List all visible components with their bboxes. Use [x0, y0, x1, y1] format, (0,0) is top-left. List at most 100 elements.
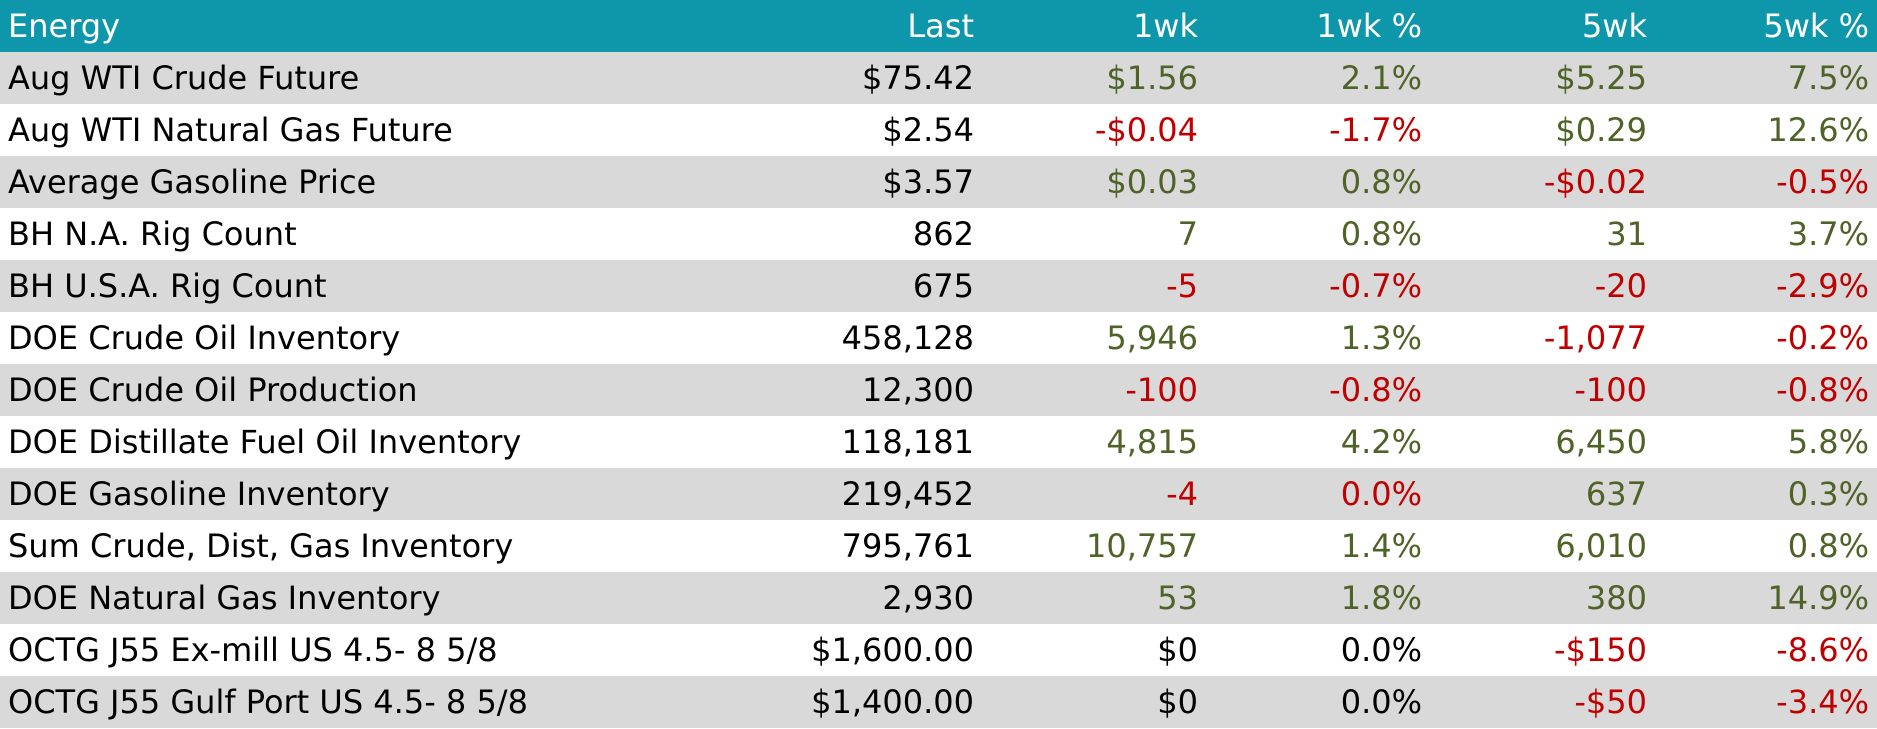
cell-5wk-pct: -8.6% — [1655, 624, 1877, 676]
cell-5wk-pct: 12.6% — [1655, 104, 1877, 156]
table-row: Aug WTI Natural Gas Future $2.54 -$0.04 -1.… — [0, 104, 1877, 156]
cell-name: BH N.A. Rig Count — [0, 208, 760, 260]
cell-5wk: -$50 — [1430, 676, 1655, 728]
cell-last: 675 — [760, 260, 982, 312]
cell-name: Average Gasoline Price — [0, 156, 760, 208]
table-body: Aug WTI Crude Future $75.42 $1.56 2.1% $5.25… — [0, 52, 1877, 728]
cell-1wk: 5,946 — [982, 312, 1206, 364]
column-header-energy: Energy — [0, 0, 760, 52]
column-header-last: Last — [760, 0, 982, 52]
cell-name: DOE Crude Oil Inventory — [0, 312, 760, 364]
cell-name: Sum Crude, Dist, Gas Inventory — [0, 520, 760, 572]
cell-5wk: -$0.02 — [1430, 156, 1655, 208]
cell-last: 2,930 — [760, 572, 982, 624]
cell-1wk: -4 — [982, 468, 1206, 520]
column-header-5wk: 5wk — [1430, 0, 1655, 52]
cell-1wk: $1.56 — [982, 52, 1206, 104]
table-row: DOE Crude Oil Inventory 458,128 5,946 1.3% -… — [0, 312, 1877, 364]
cell-1wk: -100 — [982, 364, 1206, 416]
cell-5wk-pct: -0.8% — [1655, 364, 1877, 416]
cell-1wk: $0 — [982, 676, 1206, 728]
cell-1wk: 4,815 — [982, 416, 1206, 468]
cell-1wk: $0 — [982, 624, 1206, 676]
table-row: DOE Crude Oil Production 12,300 -100 -0.8% -… — [0, 364, 1877, 416]
column-header-1wk: 1wk — [982, 0, 1206, 52]
header-row: Energy Last 1wk 1wk % 5wk 5wk % — [0, 0, 1877, 52]
cell-last: $75.42 — [760, 52, 982, 104]
table-row: DOE Distillate Fuel Oil Inventory 118,181… — [0, 416, 1877, 468]
cell-5wk: $0.29 — [1430, 104, 1655, 156]
table-row: Average Gasoline Price $3.57 $0.03 0.8% -$0.… — [0, 156, 1877, 208]
cell-1wk-pct: 1.8% — [1206, 572, 1430, 624]
table-row: Sum Crude, Dist, Gas Inventory 795,761 10,… — [0, 520, 1877, 572]
cell-1wk: 53 — [982, 572, 1206, 624]
column-header-5wk-pct: 5wk % — [1655, 0, 1877, 52]
cell-1wk-pct: 4.2% — [1206, 416, 1430, 468]
cell-last: 795,761 — [760, 520, 982, 572]
cell-1wk: 7 — [982, 208, 1206, 260]
cell-1wk: -5 — [982, 260, 1206, 312]
cell-1wk-pct: -1.7% — [1206, 104, 1430, 156]
cell-name: DOE Distillate Fuel Oil Inventory — [0, 416, 760, 468]
cell-name: DOE Crude Oil Production — [0, 364, 760, 416]
cell-name: Aug WTI Natural Gas Future — [0, 104, 760, 156]
cell-1wk: 10,757 — [982, 520, 1206, 572]
cell-5wk-pct: 0.3% — [1655, 468, 1877, 520]
cell-name: OCTG J55 Ex-mill US 4.5- 8 5/8 — [0, 624, 760, 676]
cell-5wk-pct: -0.2% — [1655, 312, 1877, 364]
cell-1wk-pct: 1.3% — [1206, 312, 1430, 364]
cell-5wk: 6,450 — [1430, 416, 1655, 468]
cell-5wk-pct: -0.5% — [1655, 156, 1877, 208]
table-row: BH U.S.A. Rig Count 675 -5 -0.7% -20 -2.9% — [0, 260, 1877, 312]
cell-1wk-pct: 0.0% — [1206, 676, 1430, 728]
cell-5wk-pct: 7.5% — [1655, 52, 1877, 104]
cell-last: $1,600.00 — [760, 624, 982, 676]
cell-5wk: 6,010 — [1430, 520, 1655, 572]
cell-5wk-pct: 0.8% — [1655, 520, 1877, 572]
table-row: DOE Natural Gas Inventory 2,930 53 1.8% 380 1… — [0, 572, 1877, 624]
table-row: OCTG J55 Ex-mill US 4.5- 8 5/8 $1,600.00 $… — [0, 624, 1877, 676]
cell-1wk: -$0.04 — [982, 104, 1206, 156]
table-row: BH N.A. Rig Count 862 7 0.8% 31 3.7% — [0, 208, 1877, 260]
cell-last: 219,452 — [760, 468, 982, 520]
cell-5wk-pct: -2.9% — [1655, 260, 1877, 312]
cell-1wk-pct: 2.1% — [1206, 52, 1430, 104]
cell-1wk-pct: 0.0% — [1206, 624, 1430, 676]
table-row: OCTG J55 Gulf Port US 4.5- 8 5/8 $1,400.0… — [0, 676, 1877, 728]
cell-last: $1,400.00 — [760, 676, 982, 728]
cell-1wk-pct: -0.7% — [1206, 260, 1430, 312]
cell-name: Aug WTI Crude Future — [0, 52, 760, 104]
cell-5wk: -20 — [1430, 260, 1655, 312]
cell-5wk: -100 — [1430, 364, 1655, 416]
cell-name: DOE Gasoline Inventory — [0, 468, 760, 520]
cell-last: 458,128 — [760, 312, 982, 364]
cell-5wk-pct: 14.9% — [1655, 572, 1877, 624]
cell-last: $2.54 — [760, 104, 982, 156]
cell-1wk-pct: 0.0% — [1206, 468, 1430, 520]
cell-5wk: -$150 — [1430, 624, 1655, 676]
cell-name: DOE Natural Gas Inventory — [0, 572, 760, 624]
cell-5wk: 380 — [1430, 572, 1655, 624]
cell-name: BH U.S.A. Rig Count — [0, 260, 760, 312]
cell-last: 118,181 — [760, 416, 982, 468]
cell-last: $3.57 — [760, 156, 982, 208]
cell-last: 862 — [760, 208, 982, 260]
cell-last: 12,300 — [760, 364, 982, 416]
cell-1wk-pct: 0.8% — [1206, 156, 1430, 208]
cell-5wk: 31 — [1430, 208, 1655, 260]
cell-1wk-pct: -0.8% — [1206, 364, 1430, 416]
cell-1wk-pct: 1.4% — [1206, 520, 1430, 572]
cell-5wk-pct: 3.7% — [1655, 208, 1877, 260]
cell-1wk: $0.03 — [982, 156, 1206, 208]
cell-5wk-pct: -3.4% — [1655, 676, 1877, 728]
cell-5wk: $5.25 — [1430, 52, 1655, 104]
cell-5wk-pct: 5.8% — [1655, 416, 1877, 468]
table-row: Aug WTI Crude Future $75.42 $1.56 2.1% $5.25… — [0, 52, 1877, 104]
cell-5wk: 637 — [1430, 468, 1655, 520]
cell-5wk: -1,077 — [1430, 312, 1655, 364]
column-header-1wk-pct: 1wk % — [1206, 0, 1430, 52]
cell-1wk-pct: 0.8% — [1206, 208, 1430, 260]
cell-name: OCTG J55 Gulf Port US 4.5- 8 5/8 — [0, 676, 760, 728]
table-row: DOE Gasoline Inventory 219,452 -4 0.0% 637 0.… — [0, 468, 1877, 520]
